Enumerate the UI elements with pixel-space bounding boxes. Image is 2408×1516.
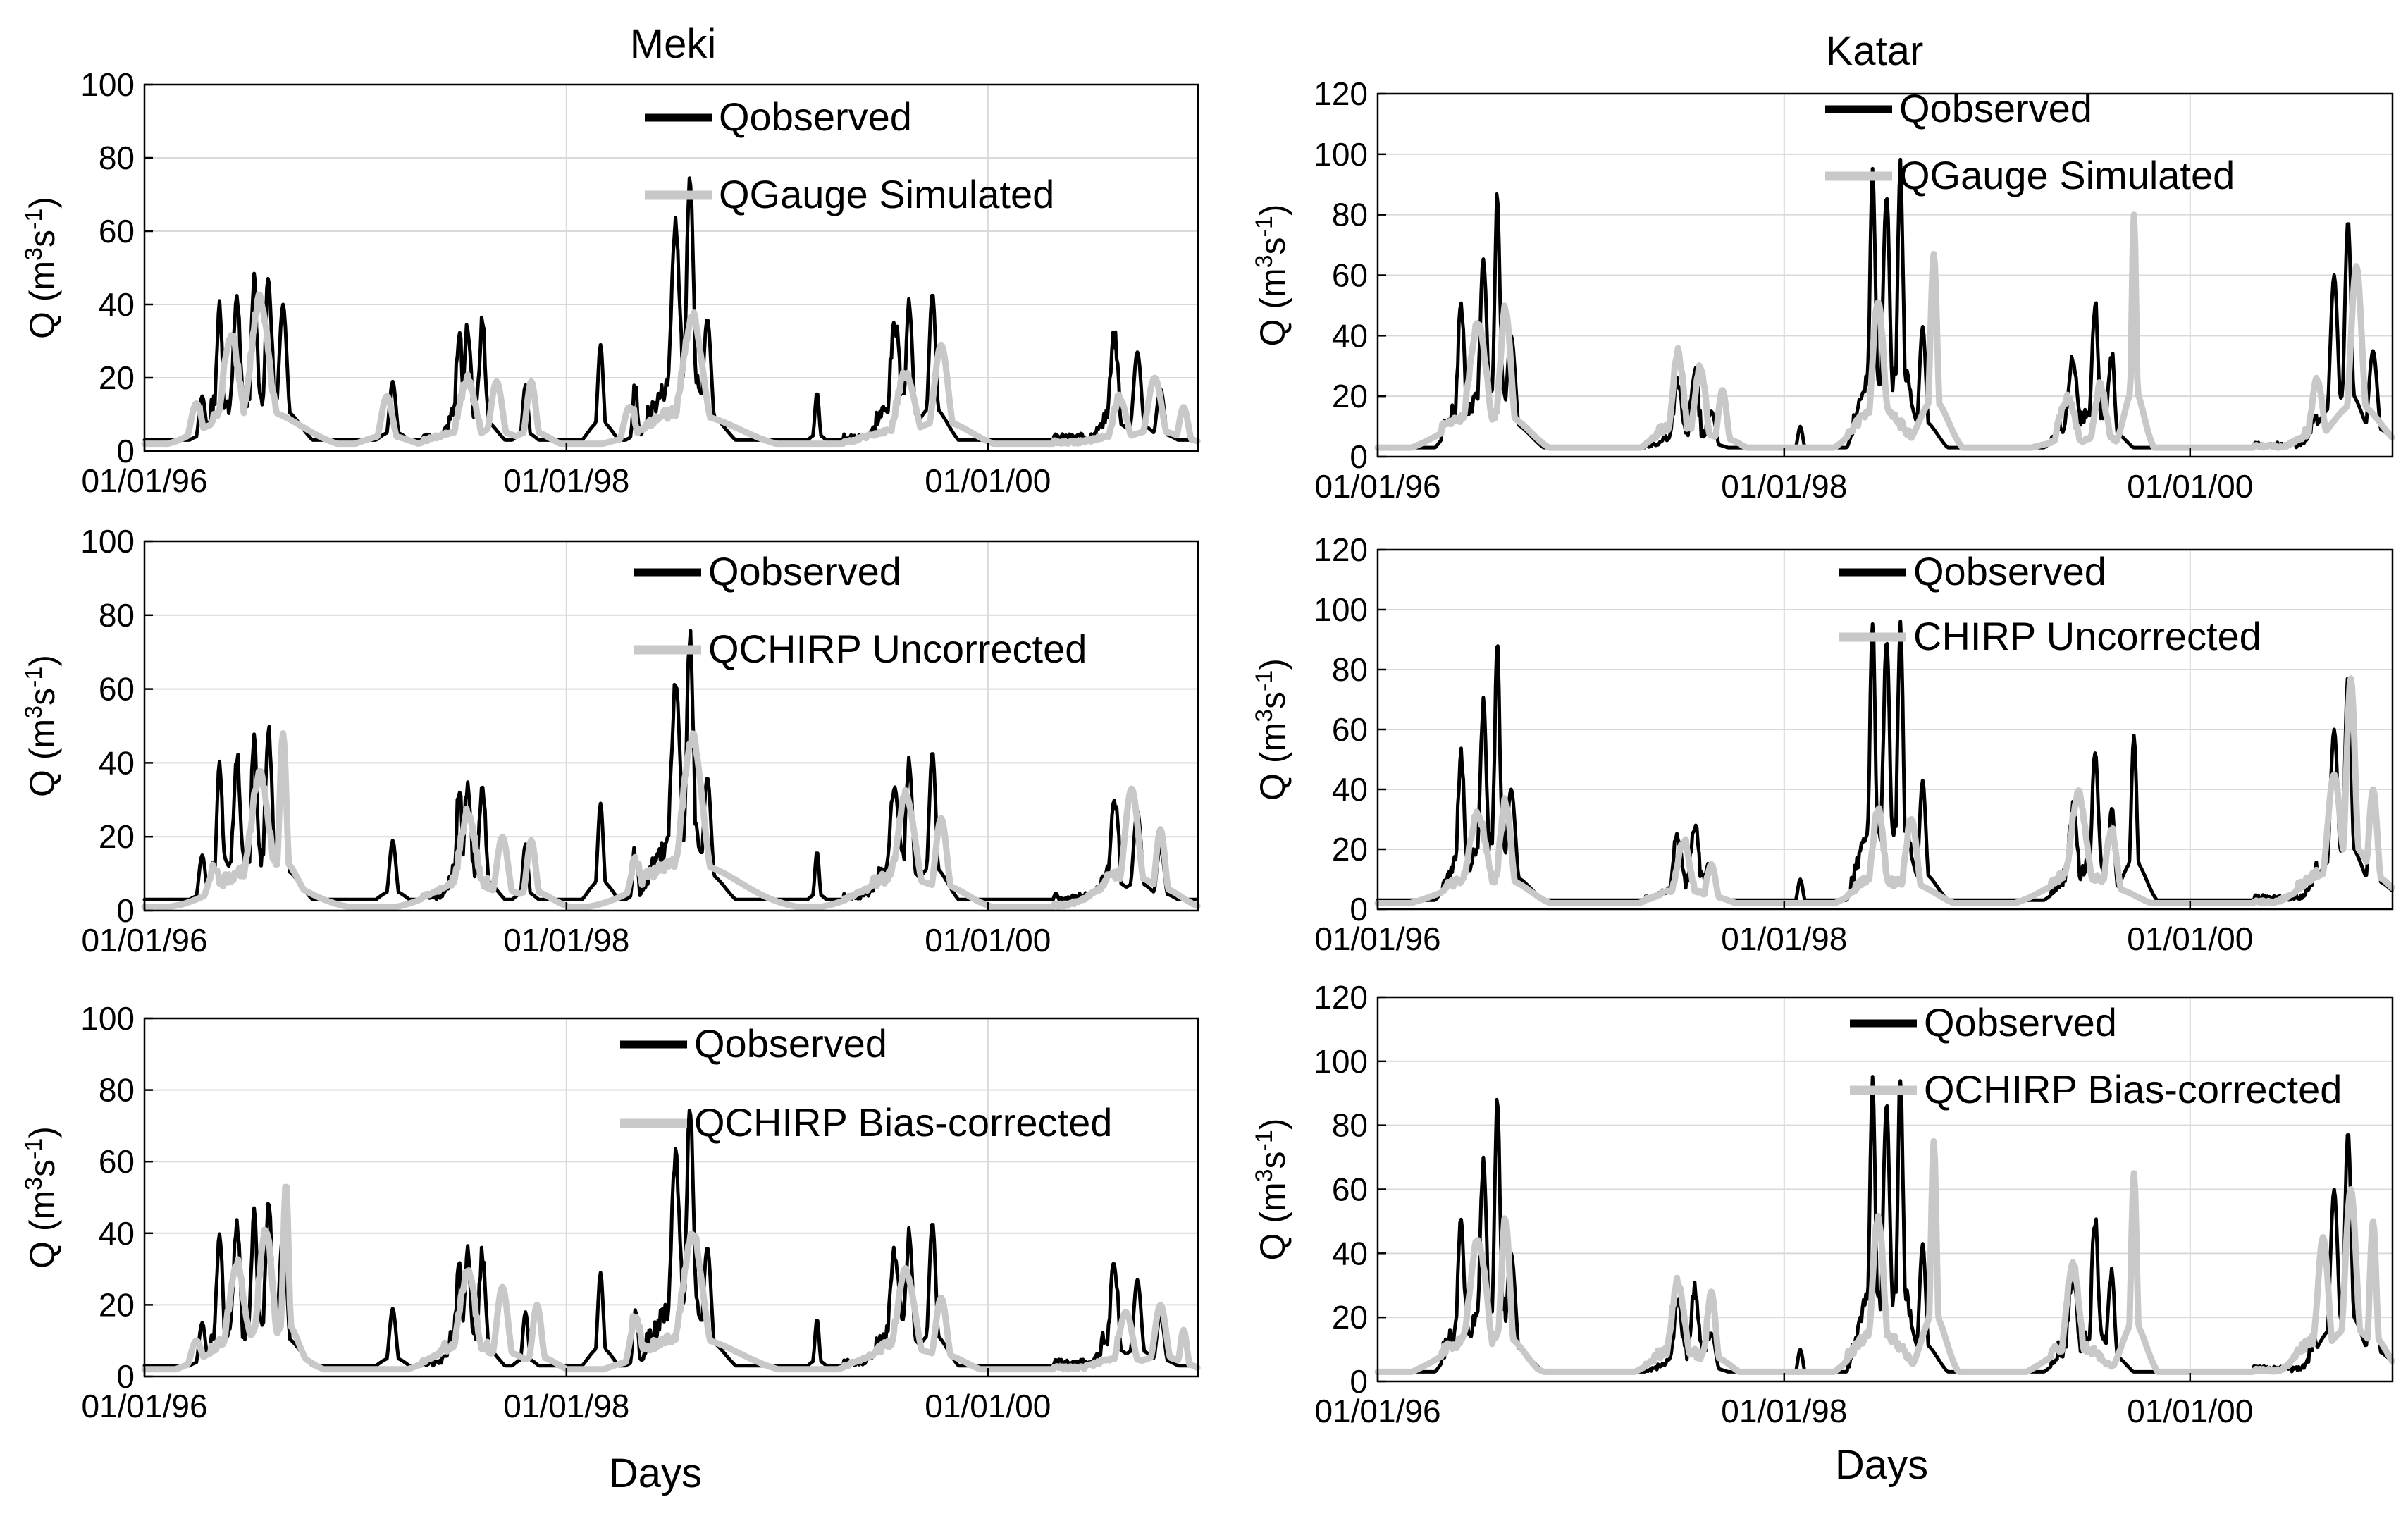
legend-label: QGauge Simulated: [719, 172, 1054, 216]
y-tick-label: 60: [99, 1143, 135, 1180]
series-line-observed: [142, 1109, 1199, 1368]
y-tick-label: 80: [99, 597, 135, 634]
y-tick-label: 80: [1332, 1107, 1368, 1144]
x-tick-label: 01/01/98: [503, 462, 629, 499]
y-tick-label: 20: [99, 818, 135, 855]
y-tick-label: 40: [1332, 771, 1368, 808]
legend-label: Qobserved: [708, 549, 901, 593]
chart-panel: 0 20 40 60 80 100 01/01/96 01/01/98 01/01/00 Q (m…: [20, 523, 1201, 959]
series-line-simulated: [141, 291, 1201, 448]
legend-label: Qobserved: [1913, 549, 2106, 593]
series-line-simulated: [1374, 675, 2395, 906]
y-tick-label: 0: [116, 433, 135, 469]
x-tick-label: 01/01/98: [1721, 920, 1847, 957]
plot-frame: [143, 540, 1199, 912]
x-tick-label: 01/01/98: [503, 922, 629, 959]
y-tick-label: 100: [1314, 1043, 1368, 1080]
y-tick-label: 100: [80, 1000, 135, 1037]
x-tick-label: 01/01/00: [2127, 920, 2253, 957]
x-tick-label: 01/01/00: [925, 922, 1051, 959]
y-tick-label: 40: [99, 744, 135, 781]
y-tick-label: 0: [116, 1358, 135, 1395]
x-tick-label: 01/01/98: [1721, 468, 1847, 505]
y-tick-label: 20: [1332, 831, 1368, 868]
y-tick-label: 20: [1332, 378, 1368, 414]
y-axis-label: Q (m3s-1): [20, 1126, 62, 1269]
y-axis-label: Q (m3s-1): [1251, 204, 1292, 347]
legend-label: QCHIRP Uncorrected: [708, 627, 1087, 671]
series-line-simulated: [141, 1183, 1201, 1373]
x-tick-label: 01/01/96: [1314, 920, 1440, 957]
column-title-katar: Katar: [1826, 28, 1924, 74]
y-tick-label: 40: [99, 1215, 135, 1252]
y-tick-label: 60: [1332, 257, 1368, 294]
x-tick-label: 01/01/00: [2127, 1393, 2253, 1429]
series-line-simulated: [1374, 211, 2395, 451]
x-tick-label: 01/01/96: [81, 462, 207, 499]
y-tick-label: 20: [99, 1286, 135, 1323]
y-tick-label: 20: [99, 359, 135, 396]
y-tick-label: 100: [1314, 136, 1368, 173]
x-tick-label: 01/01/96: [1314, 468, 1440, 505]
legend-label: QGauge Simulated: [1899, 153, 2235, 197]
series-line-simulated: [141, 730, 1201, 911]
y-tick-label: 100: [1314, 591, 1368, 628]
x-axis-label-right: Days: [1835, 1442, 1928, 1488]
column-title-meki: Meki: [630, 21, 716, 67]
x-tick-label: 01/01/00: [2127, 468, 2253, 505]
y-axis-label: Q (m3s-1): [1251, 1118, 1292, 1261]
x-tick-label: 01/01/96: [81, 1388, 207, 1424]
y-tick-label: 20: [1332, 1299, 1368, 1336]
legend-label: Qobserved: [719, 94, 912, 139]
y-tick-label: 40: [99, 286, 135, 323]
y-tick-label: 0: [116, 892, 135, 929]
chart-panels: 0 20 40 60 80 100 01/01/96 01/01/98 01/01/00 Q (m…: [20, 66, 2395, 1429]
plot-frame: [143, 83, 1199, 452]
y-tick-label: 60: [99, 671, 135, 708]
x-tick-label: 01/01/98: [503, 1388, 629, 1424]
x-tick-label: 01/01/96: [81, 922, 207, 959]
series-line-observed: [142, 176, 1199, 442]
legend-label: QCHIRP Bias-corrected: [694, 1100, 1112, 1145]
chart-panel: 0 20 40 60 80 100 01/01/96 01/01/98 01/01/00 Q (m…: [20, 1000, 1201, 1424]
x-tick-label: 01/01/00: [925, 1388, 1051, 1424]
x-tick-label: 01/01/98: [1721, 1393, 1847, 1429]
series-line-simulated: [1374, 1138, 2395, 1375]
y-tick-label: 80: [99, 1072, 135, 1109]
chart-panel: 0 20 40 60 80 100 120 01/01/96 01/01/98 01/01/00 Q…: [1251, 75, 2395, 505]
y-tick-label: 100: [80, 66, 135, 103]
y-tick-label: 100: [80, 523, 135, 560]
y-tick-label: 80: [1332, 651, 1368, 688]
plot-frame: [143, 1017, 1199, 1378]
x-tick-label: 01/01/00: [925, 462, 1051, 499]
legend-label: QCHIRP Bias-corrected: [1924, 1067, 2342, 1111]
y-tick-label: 120: [1314, 979, 1368, 1016]
chart-panel: 0 20 40 60 80 100 01/01/96 01/01/98 01/01/00 Q (m…: [20, 66, 1201, 499]
y-tick-label: 0: [1350, 891, 1368, 928]
legend-label: Qobserved: [1924, 1000, 2117, 1044]
chart-panel: 0 20 40 60 80 100 120 01/01/96 01/01/98 01/01/00 Q…: [1251, 531, 2395, 957]
x-axis-label-left: Days: [609, 1450, 702, 1496]
y-tick-label: 40: [1332, 1235, 1368, 1271]
y-tick-label: 80: [1332, 197, 1368, 233]
y-tick-label: 60: [1332, 1171, 1368, 1208]
legend-label: Qobserved: [1899, 86, 2092, 130]
y-tick-label: 0: [1350, 438, 1368, 475]
y-axis-label: Q (m3s-1): [20, 197, 62, 339]
y-tick-label: 60: [99, 213, 135, 249]
chart-panel: 0 20 40 60 80 100 120 01/01/96 01/01/98 01/01/00 Q…: [1251, 979, 2395, 1429]
y-tick-label: 120: [1314, 531, 1368, 568]
legend-label: CHIRP Uncorrected: [1913, 614, 2261, 658]
x-tick-label: 01/01/96: [1314, 1393, 1440, 1429]
y-tick-label: 40: [1332, 317, 1368, 354]
y-tick-label: 120: [1314, 75, 1368, 112]
y-axis-label: Q (m3s-1): [20, 655, 62, 797]
legend-label: Qobserved: [694, 1021, 887, 1066]
y-tick-label: 80: [99, 140, 135, 176]
y-tick-label: 0: [1350, 1363, 1368, 1400]
y-tick-label: 60: [1332, 711, 1368, 748]
y-axis-label: Q (m3s-1): [1251, 658, 1292, 801]
